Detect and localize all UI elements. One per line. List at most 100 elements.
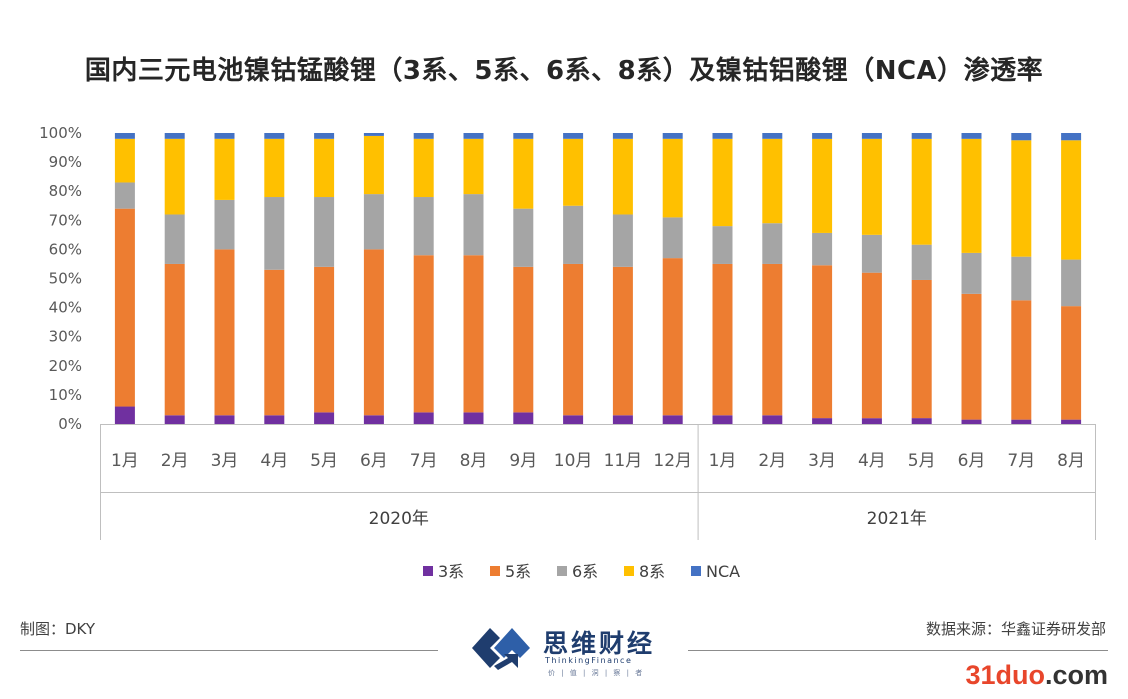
y-axis: 0% 10% 20% 30% 40% 50% 60% 70% 80% 90% 100%: [39, 124, 82, 433]
x-tick-label: 5月: [908, 451, 936, 471]
bar-segment: [164, 415, 185, 424]
bar-segment: [164, 138, 185, 215]
legend-label: 6系: [572, 562, 598, 581]
bar-segment: [363, 135, 384, 195]
bar-segment: [164, 214, 185, 264]
bar-segment: [114, 208, 135, 407]
bar-segment: [563, 138, 584, 206]
bar-segment: [1011, 140, 1032, 257]
x-tick-label: 2月: [758, 451, 786, 471]
x-axis: 2020年 2021年 1月 2月 3月 4月 5月 6月 7月 8月 9月 10月 11月 12月 1月 2…: [100, 424, 1096, 540]
y-tick-label: 0%: [58, 415, 82, 433]
bar-segment: [612, 415, 633, 424]
bar-segment: [264, 133, 285, 139]
y-tick-label: 50%: [49, 270, 82, 288]
bar-segment: [662, 217, 683, 259]
y-tick-label: 30%: [49, 328, 82, 346]
bar-segment: [363, 415, 384, 424]
legend-swatch: [557, 566, 567, 576]
bar-segment: [762, 415, 783, 424]
watermark-accent: 31duo: [965, 660, 1045, 690]
y-tick-label: 40%: [49, 299, 82, 317]
bar-segment: [612, 138, 633, 215]
y-tick-label: 60%: [49, 240, 82, 258]
legend-swatch: [624, 566, 634, 576]
bar-segment: [1011, 419, 1032, 424]
bar-segment: [812, 265, 833, 419]
x-tick-label: 11月: [604, 451, 643, 471]
bar-segment: [463, 138, 484, 195]
x-tick-label: 7月: [1007, 451, 1035, 471]
bar-segment: [861, 138, 882, 235]
bar-segment: [214, 249, 235, 416]
x-tick-label: 2月: [161, 451, 189, 471]
bar-segment: [114, 138, 135, 183]
x-tick-label: 8月: [1057, 451, 1085, 471]
watermark-domain: .com: [1044, 660, 1108, 690]
bar-segment: [214, 138, 235, 200]
bar-segment: [712, 133, 733, 139]
legend-swatch: [423, 566, 433, 576]
bar-segment: [563, 415, 584, 424]
bar-segment: [1011, 133, 1032, 141]
bar-segment: [264, 197, 285, 270]
x-tick-label: 6月: [958, 451, 986, 471]
bar-segment: [861, 272, 882, 419]
bar-segment: [413, 412, 434, 424]
bar-segment: [164, 133, 185, 139]
bar-segment: [1011, 300, 1032, 420]
bar-segment: [264, 415, 285, 424]
bar-segment: [463, 255, 484, 413]
logo-subtitle: ThinkingFinance: [545, 656, 633, 665]
footer-author: 制图：DKY: [20, 620, 96, 638]
y-tick-label: 90%: [49, 153, 82, 171]
x-group-label: 2020年: [369, 509, 429, 529]
bar-segment: [911, 138, 932, 245]
bar-segment: [363, 249, 384, 416]
bar-segment: [961, 252, 982, 294]
bar-segment: [314, 133, 335, 139]
legend-label: 5系: [505, 562, 531, 581]
legend-swatch: [490, 566, 500, 576]
bar-segment: [861, 418, 882, 424]
site-watermark: 31duo.com: [965, 660, 1108, 691]
footer-divider-left: [20, 650, 438, 651]
x-tick-label: 4月: [858, 451, 886, 471]
bar-segment: [1061, 419, 1082, 424]
bar-segment: [662, 138, 683, 218]
bar-segment: [662, 258, 683, 416]
y-tick-label: 70%: [49, 211, 82, 229]
chart-title: 国内三元电池镍钴锰酸锂（3系、5系、6系、8系）及镍钴铝酸锂（NCA）渗透率: [84, 56, 1044, 86]
legend: 3系 5系 6系 8系 NCA: [423, 562, 740, 581]
footer-divider-right: [688, 650, 1108, 651]
x-tick-label: 5月: [310, 451, 338, 471]
legend-label: 3系: [438, 562, 464, 581]
bar-segment: [563, 133, 584, 139]
bar-segment: [762, 133, 783, 139]
x-tick-label: 10月: [554, 451, 593, 471]
bar-segment: [413, 255, 434, 413]
bar-segment: [812, 133, 833, 139]
footer-source: 数据来源：华鑫证券研发部: [925, 620, 1106, 638]
bar-segment: [1061, 140, 1082, 260]
bar-segment: [662, 133, 683, 139]
x-tick-label: 7月: [410, 451, 438, 471]
bar-segment: [712, 263, 733, 416]
bar-segment: [264, 138, 285, 198]
bar-segment: [911, 133, 932, 139]
bar-segment: [911, 244, 932, 280]
bar-segment: [961, 138, 982, 253]
bar-segment: [214, 199, 235, 250]
x-tick-label: 12月: [653, 451, 692, 471]
bar-segment: [164, 263, 185, 416]
bar-segment: [314, 138, 335, 198]
bar-segment: [961, 133, 982, 139]
logo-name: 思维财经: [543, 629, 656, 658]
bar-segment: [413, 197, 434, 256]
bar-segment: [513, 138, 534, 209]
bar-segment: [264, 269, 285, 416]
legend-swatch: [691, 566, 701, 576]
bar-segment: [513, 133, 534, 139]
bar-segment: [612, 266, 633, 416]
x-tick-label: 3月: [808, 451, 836, 471]
